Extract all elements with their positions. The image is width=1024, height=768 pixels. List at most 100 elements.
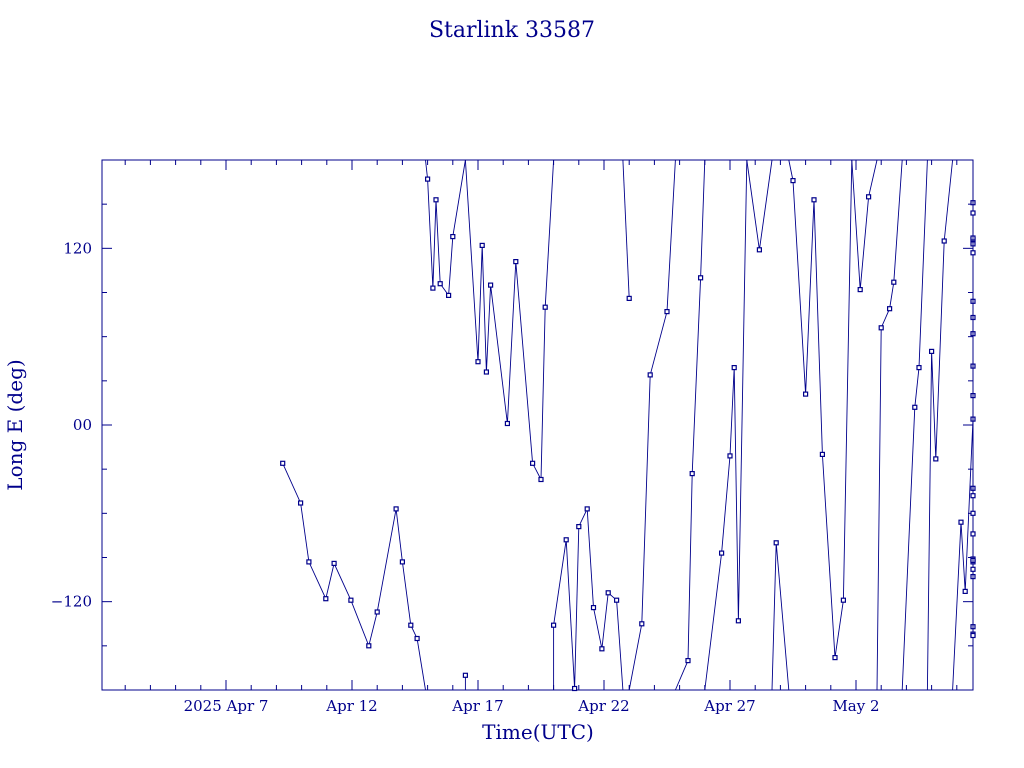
data-point: [756, 247, 763, 253]
data-point: [542, 304, 548, 310]
data-point: [462, 672, 468, 678]
chart-title: Starlink 33587: [429, 18, 595, 43]
series-segment: [970, 160, 976, 216]
series-line: [788, 159, 853, 658]
data-point: [605, 590, 611, 596]
data-point: [840, 597, 847, 603]
series-segment: [771, 540, 790, 691]
data-point: [970, 510, 976, 516]
data-point: [298, 500, 304, 506]
data-point: [331, 560, 337, 567]
data-point: [970, 566, 976, 572]
data-point: [773, 540, 779, 546]
data-point: [626, 295, 632, 301]
series-segment: [901, 159, 928, 691]
data-point: [425, 176, 431, 182]
x-tick-label: May 2: [832, 697, 879, 715]
y-tick-label: −120: [51, 593, 92, 611]
series-line: [851, 159, 878, 290]
series-segment: [788, 159, 853, 661]
series-line: [746, 159, 773, 250]
data-point: [802, 391, 809, 397]
data-point: [685, 657, 691, 664]
data-point: [819, 451, 826, 457]
data-point: [958, 519, 964, 525]
y-tick-label: 120: [63, 239, 92, 257]
series-line: [553, 507, 624, 691]
x-tick-label: Apr 22: [577, 697, 629, 715]
series-segment: [462, 672, 468, 690]
data-point: [374, 609, 380, 615]
data-point: [970, 493, 976, 499]
data-point: [599, 646, 605, 652]
data-point: [504, 420, 510, 427]
x-tick-label: Apr 17: [451, 697, 503, 715]
y-tick-label: 00: [73, 416, 92, 434]
data-point: [475, 359, 481, 365]
data-point: [430, 285, 436, 291]
data-point: [718, 550, 725, 556]
data-point: [697, 275, 704, 281]
plot-frame: [101, 159, 974, 691]
data-point: [306, 559, 312, 565]
data-point: [731, 365, 737, 371]
series-line: [282, 463, 426, 691]
data-point: [928, 348, 935, 354]
series-segment: [970, 160, 976, 690]
series-line: [464, 159, 555, 480]
data-point: [832, 654, 838, 661]
data-point: [348, 597, 354, 603]
series-segment: [674, 159, 706, 691]
series-segment: [704, 159, 748, 691]
data-point: [414, 635, 420, 642]
data-point: [584, 506, 590, 512]
data-point: [916, 365, 922, 371]
series-line: [771, 542, 790, 691]
data-point: [538, 476, 544, 483]
data-point: [433, 197, 439, 203]
data-point: [878, 325, 884, 331]
data-point: [857, 287, 863, 293]
data-point: [280, 460, 286, 466]
axis-ticks: [102, 159, 973, 691]
data-point: [970, 632, 976, 639]
data-point: [970, 210, 976, 216]
data-point: [912, 404, 918, 410]
data-point: [811, 197, 817, 203]
series-line: [425, 159, 466, 297]
x-tick-label: 2025 Apr 7: [184, 697, 269, 715]
series-segment: [425, 159, 466, 298]
data-point: [450, 234, 456, 240]
data-point: [446, 292, 452, 298]
series-line: [674, 159, 706, 691]
data-point: [571, 685, 578, 692]
data-point: [891, 279, 897, 285]
data-point: [689, 471, 695, 477]
data-point: [576, 523, 582, 530]
data-point: [323, 596, 329, 602]
data-point: [647, 372, 653, 378]
data-point: [366, 643, 372, 649]
data-point: [727, 453, 733, 459]
series-line: [622, 159, 630, 299]
series-line: [704, 159, 748, 691]
data-point: [639, 621, 645, 627]
data-point: [513, 259, 519, 265]
data-point: [941, 238, 947, 244]
data-point: [393, 506, 399, 512]
series-segment: [628, 159, 676, 691]
data-point: [865, 194, 872, 200]
data-point: [483, 369, 489, 375]
series-segment: [464, 159, 555, 483]
series-segment: [876, 159, 903, 691]
data-point: [590, 604, 597, 611]
data-point: [790, 178, 796, 184]
series-group: [280, 159, 976, 692]
series-segment: [851, 159, 878, 293]
x-tick-label: Apr 27: [703, 697, 755, 715]
data-point: [613, 597, 620, 603]
data-point: [479, 242, 485, 248]
data-point: [933, 456, 939, 462]
data-point: [962, 588, 968, 595]
data-point: [664, 309, 670, 315]
